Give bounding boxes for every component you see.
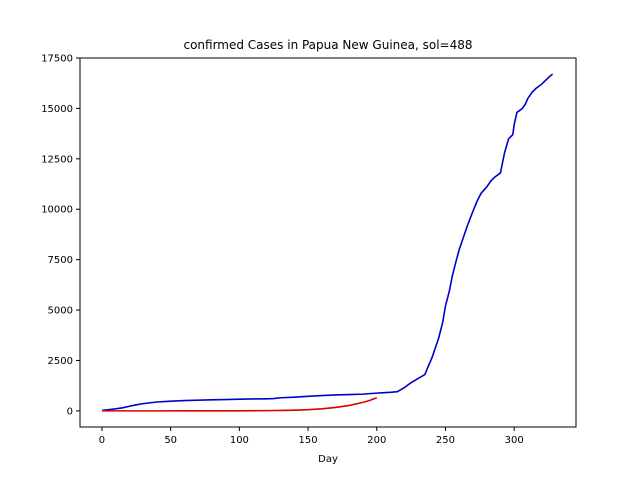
y-tick-label: 15000 (41, 104, 73, 115)
y-tick-label: 5000 (48, 306, 73, 317)
x-tick-label: 100 (230, 435, 249, 446)
x-axis-label: Day (318, 454, 338, 465)
x-tick-label: 200 (367, 435, 386, 446)
x-tick-label: 250 (436, 435, 455, 446)
y-tick-label: 17500 (41, 54, 73, 65)
series-line-2 (101, 397, 378, 412)
plot-area (101, 73, 554, 412)
y-tick-label: 2500 (48, 356, 73, 367)
y-tick-label: 10000 (41, 205, 73, 216)
x-tick-label: 50 (164, 435, 177, 446)
y-tick-label: 12500 (41, 154, 73, 165)
series-line-1 (101, 73, 554, 412)
y-tick-label: 0 (67, 406, 73, 417)
x-tick-label: 0 (99, 435, 105, 446)
chart-title: confirmed Cases in Papua New Guinea, sol… (183, 38, 472, 52)
axes-frame (79, 57, 577, 428)
x-tick-label: 300 (505, 435, 524, 446)
x-tick-label: 150 (299, 435, 318, 446)
axes: 0 50 100 150 200 250 300 0 2500 5000 7500 10000 1250… (41, 54, 577, 446)
y-tick-label: 7500 (48, 255, 73, 266)
